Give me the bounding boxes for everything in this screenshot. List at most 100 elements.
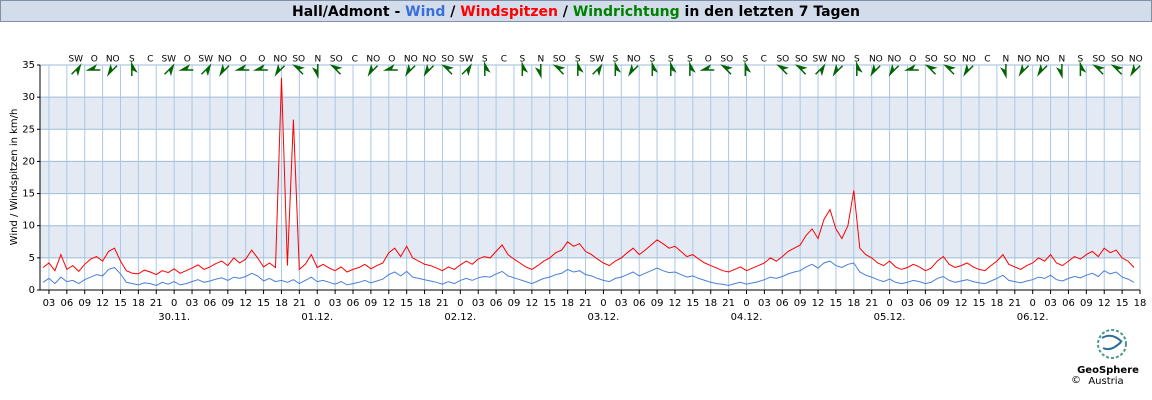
direction-arrow [234,64,250,71]
x-tick-label: 15 [543,298,556,309]
direction-arrow [628,63,639,77]
x-tick-label: 21 [1008,298,1021,309]
x-tick-label: 0 [457,298,463,309]
direction-label: O [705,55,712,65]
direction-arrow [274,63,286,77]
y-tick-label: 30 [22,92,35,103]
direction-label: O [258,55,265,65]
direction-arrow [1000,64,1007,79]
title-part: Hall/Admont - [292,4,405,20]
direction-label: NO [831,55,845,65]
x-tick-label: 03 [1044,298,1057,309]
x-tick-label: 15 [114,298,127,309]
direction-label: SO [1092,55,1105,65]
x-tick-label: 09 [221,298,234,309]
direction-label: SO [720,55,733,65]
direction-arrow [329,64,343,75]
direction-label: N [537,55,544,65]
date-label: 05.12. [874,312,906,323]
x-tick-label: 15 [1116,298,1129,309]
x-tick-label: 03 [43,298,56,309]
x-tick-label: 03 [901,298,914,309]
direction-label: SW [459,55,474,65]
title-part: / [445,4,460,20]
direction-arrow [720,64,733,75]
x-tick-label: 15 [400,298,413,309]
direction-label: SW [68,55,83,65]
x-tick-label: 12 [955,298,968,309]
direction-arrow [592,63,603,77]
direction-arrow [744,61,752,76]
direction-arrow [924,64,938,75]
direction-arrow [776,64,790,75]
x-tick-label: 06 [1062,298,1075,309]
y-axis-label: Wind / Windspitzen in km/h [9,109,20,246]
direction-arrow [423,63,435,77]
direction-arrow [164,63,175,77]
x-tick-label: 18 [704,298,717,309]
direction-arrow [461,63,473,77]
direction-label: NO [962,55,976,65]
direction-label: C [984,55,990,65]
y-tick-label: 10 [22,221,35,232]
direction-label: O [91,55,98,65]
x-tick-label: 12 [669,298,682,309]
x-tick-label: 15 [686,298,699,309]
direction-label: O [240,55,247,65]
direction-label: O [184,55,191,65]
direction-label: N [1059,55,1066,65]
grid-band [40,225,1140,258]
x-tick-label: 03 [615,298,628,309]
direction-arrow [85,64,101,71]
direction-label: NO [627,55,641,65]
title-part: / [558,4,573,20]
x-tick-label: 09 [937,298,950,309]
x-tick-label: 21 [293,298,306,309]
direction-arrow [367,63,379,77]
direction-arrow [484,61,491,76]
direction-arrow [670,61,677,76]
direction-arrow [832,63,844,77]
x-tick-label: 21 [865,298,878,309]
x-tick-label: 06 [633,298,646,309]
x-tick-label: 06 [776,298,789,309]
direction-label: SO [441,55,454,65]
x-tick-label: 09 [365,298,378,309]
direction-label: SW [813,55,828,65]
x-tick-label: 09 [794,298,807,309]
chart-title: Hall/Admont - Wind / Windspitzen / Windr… [292,4,860,20]
x-tick-label: 18 [275,298,288,309]
direction-label: NO [887,55,901,65]
direction-label: N [314,55,321,65]
direction-label: S [519,55,525,65]
direction-label: S [612,55,618,65]
direction-label: C [147,55,153,65]
direction-label: SO [553,55,566,65]
logo-icon [1097,329,1127,359]
copyright: © [1071,375,1081,386]
direction-label: SO [292,55,305,65]
direction-label: NO [106,55,120,65]
y-tick-label: 25 [22,124,35,135]
direction-label: NO [1017,55,1031,65]
x-tick-label: 06 [490,298,503,309]
date-label: 06.12. [1017,312,1049,323]
direction-arrow [219,63,230,77]
x-tick-label: 0 [886,298,892,309]
direction-arrow [689,61,696,76]
x-tick-label: 12 [1098,298,1111,309]
direction-arrow [963,63,974,77]
direction-arrow [1130,63,1141,77]
x-tick-label: 0 [1029,298,1035,309]
x-tick-label: 18 [847,298,860,309]
direction-label: SW [198,55,213,65]
x-tick-label: 12 [526,298,539,309]
direction-label: S [668,55,674,65]
x-tick-label: 09 [508,298,521,309]
logo-sub: Austria [1088,376,1123,387]
date-label: 03.12. [588,312,620,323]
direction-arrow [1018,63,1030,77]
x-tick-label: 06 [347,298,360,309]
x-tick-label: 03 [329,298,342,309]
